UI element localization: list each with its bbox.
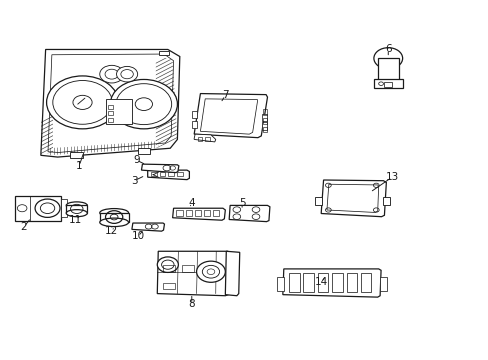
Bar xyxy=(192,121,197,128)
Bar xyxy=(108,118,112,122)
Bar xyxy=(168,172,174,176)
Text: 1: 1 xyxy=(76,161,82,171)
Circle shape xyxy=(196,261,225,282)
Bar xyxy=(346,273,356,292)
Circle shape xyxy=(100,66,123,83)
Bar xyxy=(176,210,183,216)
Text: 7: 7 xyxy=(222,90,228,100)
Bar xyxy=(373,80,402,87)
Bar xyxy=(151,172,157,176)
Text: 5: 5 xyxy=(238,198,245,208)
Circle shape xyxy=(110,80,177,129)
Polygon shape xyxy=(157,251,229,296)
Polygon shape xyxy=(41,49,180,157)
Bar xyxy=(379,277,386,291)
Polygon shape xyxy=(229,206,269,222)
Bar xyxy=(277,277,284,291)
Ellipse shape xyxy=(66,210,87,217)
Bar xyxy=(69,152,83,158)
Bar xyxy=(177,172,183,176)
Polygon shape xyxy=(194,134,215,142)
Text: 10: 10 xyxy=(131,231,144,242)
Text: 4: 4 xyxy=(188,198,195,208)
Bar xyxy=(331,273,342,292)
Ellipse shape xyxy=(100,218,128,226)
Bar xyxy=(262,127,266,132)
Bar xyxy=(159,50,168,55)
Bar xyxy=(262,122,266,130)
Polygon shape xyxy=(194,94,267,138)
Bar xyxy=(212,210,219,216)
Bar xyxy=(185,210,191,216)
Text: 6: 6 xyxy=(384,45,391,54)
Text: 14: 14 xyxy=(314,277,327,287)
Bar xyxy=(108,111,112,116)
Bar xyxy=(383,197,389,206)
Circle shape xyxy=(373,48,402,69)
Bar xyxy=(182,265,194,272)
Polygon shape xyxy=(141,164,179,172)
Bar xyxy=(197,136,202,141)
Bar xyxy=(262,118,266,123)
Text: 8: 8 xyxy=(188,299,195,309)
Bar xyxy=(61,199,66,217)
Bar xyxy=(203,210,209,216)
Bar xyxy=(384,82,391,86)
Bar xyxy=(317,273,328,292)
Polygon shape xyxy=(172,208,225,220)
Text: 2: 2 xyxy=(20,221,27,231)
Bar xyxy=(360,273,371,292)
Polygon shape xyxy=(321,180,386,217)
Circle shape xyxy=(46,76,118,129)
Circle shape xyxy=(157,257,178,273)
Bar xyxy=(163,265,175,272)
Polygon shape xyxy=(282,269,380,297)
Bar xyxy=(262,109,266,115)
Text: 11: 11 xyxy=(69,215,82,225)
Bar xyxy=(108,105,112,109)
Bar xyxy=(303,273,313,292)
Bar xyxy=(163,283,175,289)
Ellipse shape xyxy=(100,208,128,217)
Text: 3: 3 xyxy=(131,176,137,186)
Bar xyxy=(204,136,209,141)
Polygon shape xyxy=(225,251,239,296)
Bar xyxy=(16,196,61,221)
Bar xyxy=(194,210,201,216)
Bar xyxy=(262,114,266,121)
Ellipse shape xyxy=(66,202,87,209)
Text: 12: 12 xyxy=(104,226,118,236)
Bar xyxy=(105,99,132,123)
Text: 9: 9 xyxy=(133,155,140,165)
Circle shape xyxy=(116,66,137,82)
Bar xyxy=(66,206,87,213)
Bar xyxy=(160,172,165,176)
Bar xyxy=(315,197,322,206)
Polygon shape xyxy=(147,170,189,180)
Polygon shape xyxy=(132,223,164,231)
Bar xyxy=(100,213,128,222)
Text: 13: 13 xyxy=(385,172,398,182)
Bar xyxy=(288,273,299,292)
Bar xyxy=(192,111,197,118)
Bar xyxy=(377,58,398,81)
Bar xyxy=(138,148,150,154)
